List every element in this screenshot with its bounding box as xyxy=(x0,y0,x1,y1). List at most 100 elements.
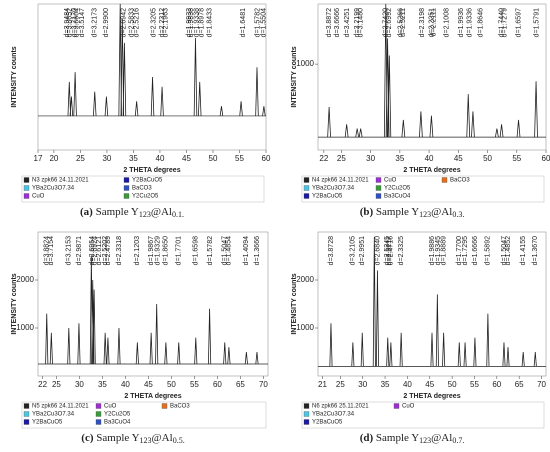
peak xyxy=(118,3,122,116)
x-tick-label: 35 xyxy=(381,380,390,389)
d-spacing-label: d=3.7154 xyxy=(48,236,55,265)
y-tick-label: 1000 xyxy=(16,323,34,332)
x-tick-label: 40 xyxy=(121,380,130,389)
caption-part: 0.1. xyxy=(172,210,184,219)
caption: (b) Sample Y123@Al0.3. xyxy=(360,206,465,219)
caption-part: @Al xyxy=(151,206,172,218)
legend-marker xyxy=(161,403,168,409)
x-tick-label: 40 xyxy=(403,380,412,389)
peak xyxy=(122,42,127,116)
caption-part: @Al xyxy=(152,432,173,444)
peak xyxy=(435,294,439,367)
d-spacing-label: d=2.2312 xyxy=(159,8,166,37)
peak xyxy=(329,323,333,367)
d-spacing-label: d=1.5892 xyxy=(485,236,492,265)
d-spacing-label: d=1.5047 xyxy=(501,236,508,265)
d-spacing-label: d=2.2251 xyxy=(428,8,435,37)
d-spacing-label: d=2.5216 xyxy=(133,8,140,37)
peak xyxy=(471,111,475,138)
caption-part: 0.5. xyxy=(173,436,185,445)
legend-box xyxy=(21,401,267,429)
caption-label: (b) xyxy=(360,206,374,218)
legend-label: BaCO3 xyxy=(450,178,470,184)
peak xyxy=(495,128,499,138)
d-spacing-label: d=1.3666 xyxy=(254,236,261,265)
x-tick-label: 25 xyxy=(336,380,345,389)
x-tick-label: 50 xyxy=(448,380,457,389)
legend-box xyxy=(21,175,265,203)
peak xyxy=(177,342,181,365)
peak xyxy=(521,351,525,367)
peak xyxy=(372,236,376,367)
peak xyxy=(255,351,259,365)
peak xyxy=(194,337,198,365)
d-spacing-label: d=1.5504 xyxy=(261,8,268,37)
d-spacing-label: d=1.9329 xyxy=(154,236,161,265)
x-tick-label: 45 xyxy=(454,154,463,163)
d-spacing-label: d=2.5202 xyxy=(102,236,109,265)
peak xyxy=(244,351,248,365)
d-spacing-label: d=2.5217 xyxy=(386,236,393,265)
legend-label: N6 zpk66 25.11.2021 xyxy=(312,404,369,410)
legend-marker xyxy=(303,403,310,409)
x-tick-label: 70 xyxy=(537,380,546,389)
caption-part: Sample Y xyxy=(96,432,139,444)
x-tick-label: 35 xyxy=(395,154,404,163)
x-tick-label: 60 xyxy=(542,154,550,163)
d-spacing-label: d=1.5782 xyxy=(254,8,261,37)
legend-marker xyxy=(123,185,130,191)
d-spacing-label: d=3.6666 xyxy=(334,8,341,37)
d-spacing-label: d=3.8872 xyxy=(326,8,333,37)
legend-label: YBa2Cu3O7.34 xyxy=(32,186,75,192)
y-axis-label: INTENSITY counts xyxy=(11,273,18,334)
legend-marker xyxy=(95,419,102,425)
legend-label: Y2Cu2O5 xyxy=(104,412,131,418)
x-tick-label: 22 xyxy=(38,380,47,389)
x-tick-label: 50 xyxy=(483,154,492,163)
d-spacing-label: d=2.6954 xyxy=(89,236,96,265)
legend-marker xyxy=(23,177,30,183)
legend-marker xyxy=(303,185,310,191)
d-spacing-label: d=2.3198 xyxy=(419,8,426,37)
peak xyxy=(149,332,153,365)
peak xyxy=(208,308,212,365)
peak xyxy=(77,323,81,365)
y-tick-label: 1000 xyxy=(296,59,314,68)
peak xyxy=(117,327,121,365)
legend-marker xyxy=(123,193,130,199)
d-spacing-label: d=1.9345 xyxy=(435,236,442,265)
caption-part: @Al xyxy=(431,206,452,218)
d-spacing-label: d=1.9838 xyxy=(188,8,195,37)
peak xyxy=(223,342,227,365)
x-tick-label: 65 xyxy=(236,380,245,389)
peak xyxy=(103,332,107,365)
x-tick-label: 55 xyxy=(470,380,479,389)
peak xyxy=(442,332,446,367)
d-spacing-label: d=2.6121 xyxy=(96,236,103,265)
d-spacing-label: d=1.7295 xyxy=(462,236,469,265)
d-spacing-label: d=1.4854 xyxy=(226,236,233,265)
d-spacing-label: d=1.9338 xyxy=(193,8,200,37)
peak xyxy=(401,119,406,138)
plot-frame xyxy=(317,3,547,151)
d-spacing-label: d=3.7170 xyxy=(71,8,78,37)
d-spacing-label: d=1.5047 xyxy=(222,236,229,265)
d-spacing-label: d=3.2105 xyxy=(350,236,357,265)
legend-label: N5 zpk66 24.11.2021 xyxy=(32,404,89,410)
peak xyxy=(150,76,155,116)
d-spacing-label: d=3.4251 xyxy=(344,8,351,37)
d-spacing-label: d=1.9933 xyxy=(186,8,193,37)
caption-part: 123 xyxy=(419,436,431,445)
legend-marker xyxy=(23,185,30,191)
peak xyxy=(351,342,355,367)
d-spacing-label: d=2.4716 xyxy=(388,236,395,265)
x-tick-label: 60 xyxy=(213,380,222,389)
d-spacing-label: d=2.5833 xyxy=(129,8,136,37)
peak xyxy=(227,347,231,365)
d-spacing-label: d=2.2111 xyxy=(431,8,438,36)
peak xyxy=(502,342,506,367)
caption-part: Sample Y xyxy=(376,432,419,444)
x-tick-label: 60 xyxy=(492,380,501,389)
d-spacing-label: d=1.7700 xyxy=(456,236,463,265)
x-tick-label: 45 xyxy=(425,380,434,389)
